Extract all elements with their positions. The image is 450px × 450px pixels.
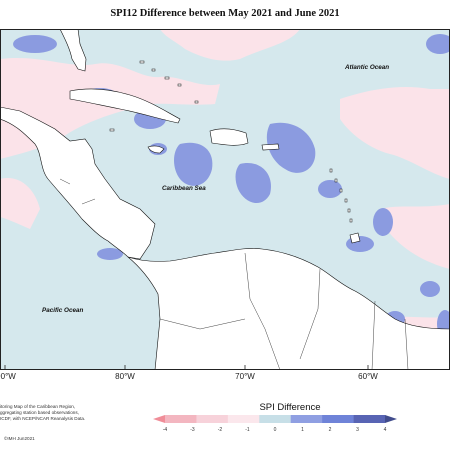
island-bahamas-2 (151, 68, 156, 72)
blue-area-guianas-b (420, 281, 440, 297)
footnote-line-2: ggregating station based observations, (0, 410, 79, 415)
legend-tick-label: 0 (274, 427, 277, 433)
border-5 (59, 178, 71, 185)
legend-tick-label: 3 (356, 427, 359, 433)
legend-arrow-left (153, 415, 165, 423)
map-canvas: Atlantic Ocean Caribbean Sea Pacific Oce… (0, 29, 450, 370)
land-florida (59, 29, 87, 72)
island-cayman (109, 128, 115, 132)
map-title: SPI12 Difference between May 2021 and Ju… (110, 8, 340, 19)
border-2 (299, 268, 321, 360)
blue-area-panama (97, 248, 123, 260)
legend-title: SPI Difference (259, 402, 321, 413)
legend-swatch-2 (196, 415, 229, 423)
island-antilles-6 (349, 218, 353, 223)
footnote-line-1: itoring Map of the Caribbean Region, (0, 404, 76, 409)
island-bahamas-1 (139, 60, 145, 64)
border-6 (81, 198, 96, 205)
blue-area-central-south (235, 163, 271, 204)
legend-swatch-7 (353, 415, 386, 423)
lon-label-90w: 90°W (0, 372, 16, 381)
legend-tick-label: -3 (190, 427, 195, 433)
island-antilles-5 (347, 208, 351, 213)
land-jamaica (147, 145, 165, 154)
blue-area-north-east (426, 34, 450, 54)
border-1 (244, 252, 281, 370)
island-antilles-1 (329, 168, 333, 173)
pacific-ocean-label: Pacific Ocean (42, 307, 83, 314)
island-antilles-3 (339, 188, 343, 193)
island-antilles-4 (344, 198, 348, 203)
map-footnote: itoring Map of the Caribbean Region, ggr… (0, 404, 130, 422)
legend-tick-label: -2 (218, 427, 223, 433)
lon-label-70w: 70°W (235, 372, 255, 381)
island-antilles-2 (334, 178, 338, 183)
blue-area-trinidad (346, 236, 374, 252)
atlantic-ocean-label: Atlantic Ocean (344, 64, 389, 71)
footnote-line-3: ICDF, with NCEP/NCAR Reanalysis Data. (0, 416, 86, 421)
copyright-text: ©IMH Jun2021 (4, 436, 35, 441)
border-7 (159, 318, 246, 330)
lon-label-80w: 80°W (115, 372, 135, 381)
country-borders (59, 178, 409, 370)
legend-colorbar: -4 -3 -2 -1 0 1 2 3 4 (153, 415, 397, 433)
lon-label-60w: 60°W (358, 372, 378, 381)
land-central-america (0, 106, 156, 260)
island-bahamas-3 (164, 76, 170, 80)
legend-tick-label: -1 (245, 427, 250, 433)
island-turks (194, 100, 199, 104)
land-cuba (69, 88, 181, 124)
legend-tick-label: 1 (301, 427, 304, 433)
pink-area-east (379, 204, 450, 269)
land-hispaniola (209, 128, 249, 146)
longitude-ticks (4, 365, 369, 370)
land-masses (0, 29, 450, 370)
land-puerto-rico (261, 143, 280, 151)
legend-swatch-5 (290, 415, 323, 423)
blue-area-atlantic-center (266, 122, 316, 173)
legend-swatch-4 (259, 415, 292, 423)
island-bahamas-4 (177, 83, 182, 87)
legend-arrow-right (385, 415, 397, 423)
blue-area-nw (13, 35, 57, 53)
blue-area-east (373, 208, 393, 236)
border-3 (371, 300, 376, 370)
land-south-america (127, 248, 450, 370)
legend-swatch-1 (165, 415, 197, 423)
pink-area-west (0, 178, 40, 229)
blue-area-caribbean-center (174, 142, 213, 186)
legend-swatch-6 (322, 415, 354, 423)
legend-tick-label: -4 (163, 427, 168, 433)
pink-area-atlantic (340, 87, 450, 179)
legend-tick-label: 4 (384, 427, 387, 433)
border-4 (404, 318, 409, 370)
land-trinidad (349, 232, 361, 244)
small-islands (109, 60, 353, 223)
legend-swatch-3 (227, 415, 260, 423)
legend-tick-label: 2 (329, 427, 332, 433)
caribbean-sea-label: Caribbean Sea (162, 185, 206, 192)
blue-area-lesser-antilles (318, 180, 342, 198)
pink-area-north-band (160, 29, 300, 61)
